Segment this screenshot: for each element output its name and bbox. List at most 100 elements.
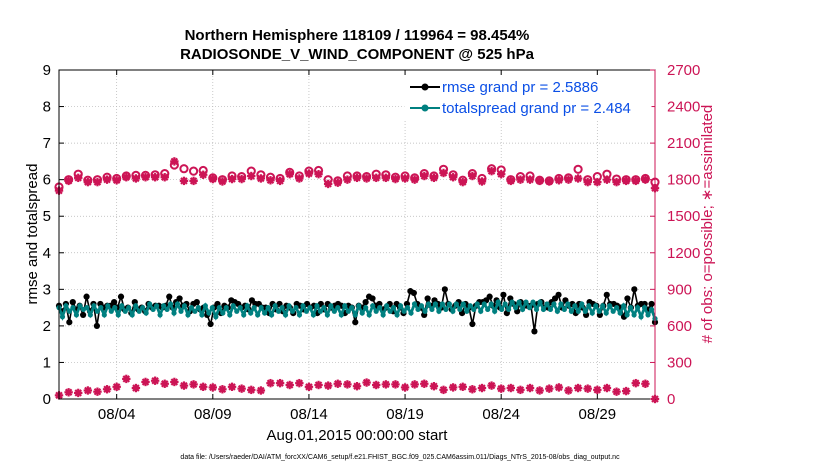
star-stroke xyxy=(612,178,621,186)
obs-assimilated-point xyxy=(208,174,218,184)
obs-assimilated-point xyxy=(458,177,467,187)
obs-assimilated-point xyxy=(83,177,93,187)
star-stroke xyxy=(122,375,131,383)
totalspread-point xyxy=(73,312,80,318)
obs-rejected-point xyxy=(275,378,285,388)
star-stroke xyxy=(103,385,111,393)
totalspread-point xyxy=(321,305,327,311)
obs-assimilated-point xyxy=(256,174,266,183)
totalspread-point xyxy=(133,303,139,309)
data-file-footer: data file: /Users/raeder/DAI/ATM_forcXX/… xyxy=(180,454,620,461)
star-stroke xyxy=(545,384,554,393)
star-stroke xyxy=(458,178,467,186)
totalspread-point xyxy=(108,308,114,314)
y-tick-label-right: 0 xyxy=(667,391,675,408)
totalspread-point xyxy=(624,312,630,318)
star-stroke xyxy=(151,376,159,385)
obs-rejected-point xyxy=(266,378,275,388)
star-stroke xyxy=(199,383,207,391)
star-stroke xyxy=(132,384,140,392)
rmse-point xyxy=(648,300,655,308)
star-stroke xyxy=(112,383,121,391)
rmse-point xyxy=(80,311,87,319)
totalspread-point xyxy=(342,303,348,309)
totalspread-point xyxy=(370,303,376,309)
obs-assimilated-point xyxy=(448,173,458,182)
obs-rejected-point xyxy=(496,384,506,393)
obs-rejected-point xyxy=(391,380,400,389)
totalspread-point xyxy=(502,301,508,307)
totalspread-point xyxy=(153,303,160,309)
totalspread-point xyxy=(98,305,104,311)
obs-assimilated-point xyxy=(410,175,419,184)
obs-assimilated-point xyxy=(621,176,631,186)
obs-assimilated-point xyxy=(477,177,487,186)
obs-assimilated-point xyxy=(593,177,602,187)
totalspread-point xyxy=(338,312,344,318)
totalspread-point xyxy=(537,299,543,305)
obs-assimilated-point xyxy=(93,177,102,187)
obs-assimilated-point xyxy=(429,173,439,183)
obs-rejected-point xyxy=(333,379,342,388)
totalspread-point xyxy=(607,303,613,309)
star-stroke xyxy=(189,380,198,389)
star-stroke xyxy=(641,380,650,388)
legend-label-spread: totalspread grand pr = 2.484 xyxy=(442,100,631,117)
totalspread-point xyxy=(439,301,445,307)
star-stroke xyxy=(122,173,131,181)
obs-rejected-point xyxy=(487,381,496,390)
obs-rejected-point xyxy=(410,380,419,389)
obs-rejected-point xyxy=(208,383,218,392)
totalspread-point xyxy=(84,305,90,311)
totalspread-point xyxy=(282,312,289,318)
star-stroke xyxy=(170,378,179,386)
totalspread-point xyxy=(568,308,574,314)
totalspread-point xyxy=(422,308,428,314)
obs-rejected-point xyxy=(160,379,169,388)
y-tick-label-left: 2 xyxy=(43,318,51,335)
obs-assimilated-point xyxy=(352,173,362,183)
star-stroke xyxy=(372,174,380,182)
star-stroke xyxy=(84,178,92,186)
totalspread-point xyxy=(303,308,310,314)
obs-rejected-point xyxy=(468,385,477,394)
obs-rejected-point xyxy=(439,385,448,395)
totalspread-point xyxy=(384,303,390,309)
totalspread-point xyxy=(241,312,247,318)
obs-possible-point xyxy=(573,164,583,174)
star-stroke xyxy=(180,177,188,185)
rmse-point xyxy=(500,291,507,298)
totalspread-point xyxy=(171,310,177,316)
obs-rejected-point xyxy=(381,380,391,389)
star-stroke xyxy=(622,387,630,395)
obs-possible-point xyxy=(188,166,199,176)
obs-rejected-point xyxy=(304,382,314,392)
totalspread-point xyxy=(112,305,118,311)
y-axis-label-right: # of obs: o=possible; ∗=assimilated xyxy=(699,105,716,344)
star-stroke xyxy=(189,177,198,185)
obs-rejected-point xyxy=(573,383,583,393)
rmse-point xyxy=(193,299,200,306)
totalspread-point xyxy=(269,312,275,318)
totalspread-point xyxy=(631,312,637,318)
obs-assimilated-point xyxy=(218,177,227,186)
star-stroke xyxy=(295,379,304,387)
totalspread-point xyxy=(464,308,470,314)
star-stroke xyxy=(603,175,611,184)
obs-rejected-point xyxy=(593,385,602,395)
star-stroke xyxy=(247,386,256,394)
y-tick-label-left: 9 xyxy=(43,62,51,79)
totalspread-point xyxy=(126,305,132,311)
star-stroke xyxy=(574,384,582,392)
star-stroke xyxy=(430,174,438,182)
x-tick-label: 08/19 xyxy=(386,406,424,423)
totalspread-point xyxy=(404,305,411,311)
totalspread-point xyxy=(373,308,379,314)
star-stroke xyxy=(112,176,121,185)
obs-assimilated-point xyxy=(468,171,477,181)
totalspread-point xyxy=(164,306,170,313)
obs-assimilated-point xyxy=(641,175,650,184)
rmse-point xyxy=(83,293,90,300)
star-stroke xyxy=(401,174,409,183)
obs-rejected-point xyxy=(256,386,266,395)
